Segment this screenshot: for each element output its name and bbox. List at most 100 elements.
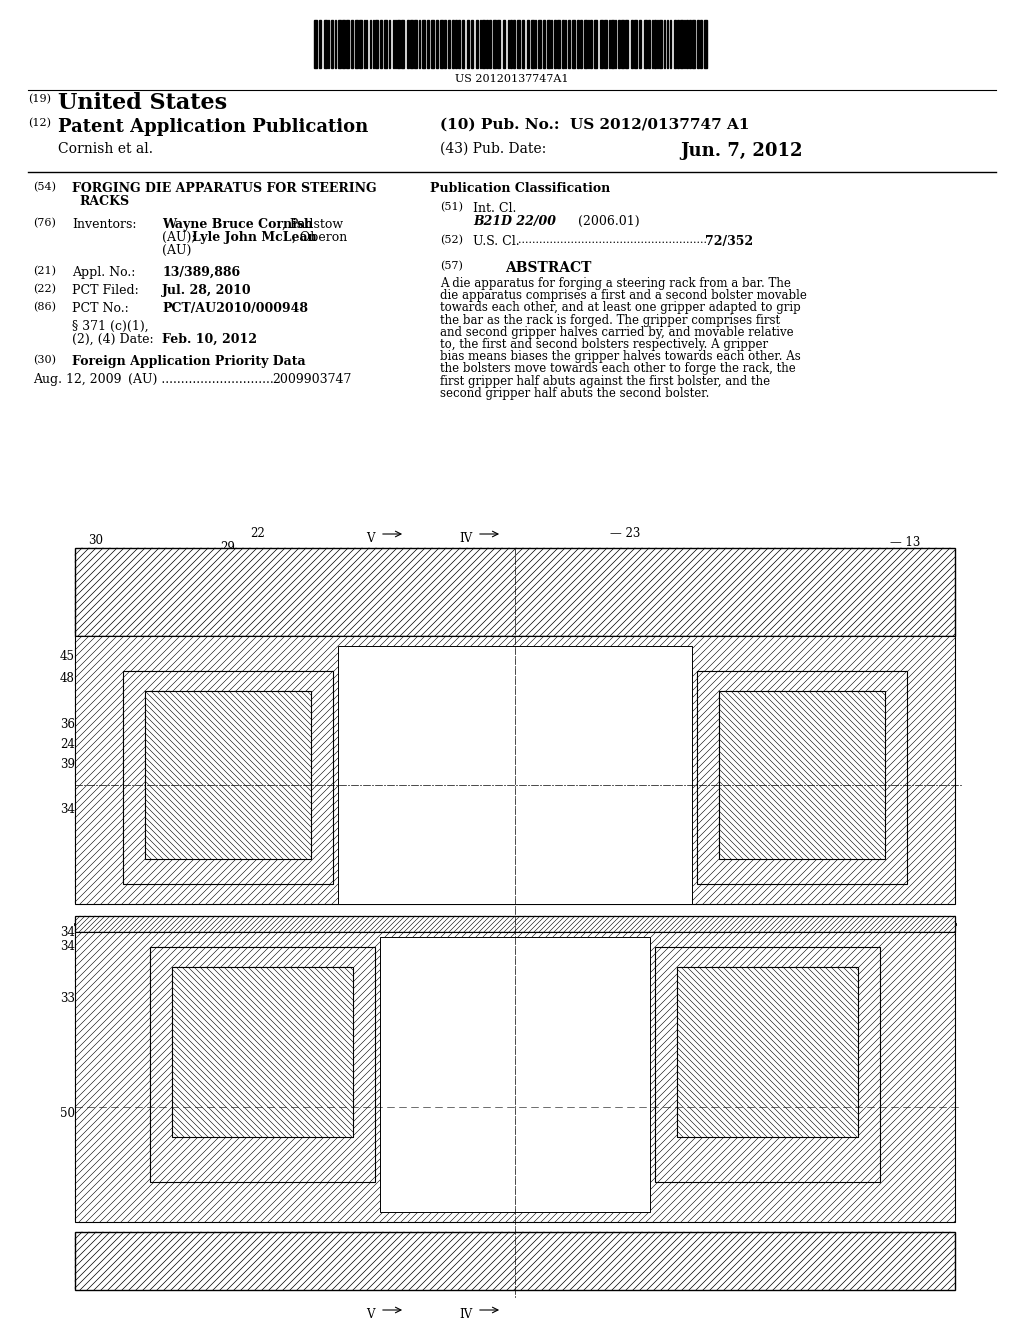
Text: (21): (21) xyxy=(33,267,56,276)
Text: 22: 22 xyxy=(250,527,265,540)
Text: the bolsters move towards each other to forge the rack, the: the bolsters move towards each other to … xyxy=(440,363,796,375)
Text: Int. Cl.: Int. Cl. xyxy=(473,202,516,215)
Bar xyxy=(342,20,345,69)
Bar xyxy=(692,20,694,69)
Bar xyxy=(401,20,404,69)
Text: 25b: 25b xyxy=(148,927,171,939)
Text: ......................................................: ........................................… xyxy=(518,235,707,246)
Text: US 20120137747A1: US 20120137747A1 xyxy=(456,74,568,84)
Bar xyxy=(674,20,676,69)
Text: 10: 10 xyxy=(937,770,952,783)
Bar xyxy=(443,20,446,69)
Text: Jun. 7, 2012: Jun. 7, 2012 xyxy=(680,143,803,160)
Text: — 45: — 45 xyxy=(868,649,898,663)
Text: — 39: — 39 xyxy=(868,758,898,771)
Bar xyxy=(358,20,361,69)
Text: 25a: 25a xyxy=(720,927,741,939)
Bar xyxy=(145,690,311,859)
Text: (86): (86) xyxy=(33,302,56,313)
Text: — 11: — 11 xyxy=(882,605,912,618)
Bar xyxy=(700,20,702,69)
Text: (AU);: (AU); xyxy=(162,231,200,244)
Text: (2006.01): (2006.01) xyxy=(578,215,640,228)
Bar xyxy=(530,20,534,69)
Bar xyxy=(440,20,442,69)
Text: 27b: 27b xyxy=(330,935,352,946)
Text: VI: VI xyxy=(453,652,466,665)
Bar xyxy=(375,20,378,69)
Bar xyxy=(458,20,460,69)
Bar xyxy=(567,20,570,69)
Bar xyxy=(572,20,575,69)
Text: Wayne Bruce Cornish: Wayne Bruce Cornish xyxy=(162,218,313,231)
Bar xyxy=(338,20,341,69)
Bar xyxy=(75,548,955,636)
Text: — 6: — 6 xyxy=(895,927,918,939)
Text: , Padstow: , Padstow xyxy=(282,218,343,231)
Bar xyxy=(407,20,409,69)
Text: — 50: — 50 xyxy=(858,1107,889,1119)
Bar xyxy=(634,20,637,69)
Text: Aug. 12, 2009: Aug. 12, 2009 xyxy=(33,374,122,385)
Bar xyxy=(503,20,505,69)
Bar xyxy=(482,20,484,69)
Text: V: V xyxy=(366,532,375,545)
Text: first gripper half abuts against the first bolster, and the: first gripper half abuts against the fir… xyxy=(440,375,770,388)
Text: 45: 45 xyxy=(60,649,75,663)
Text: — 13: — 13 xyxy=(890,536,921,549)
Bar xyxy=(655,946,880,1181)
Bar xyxy=(659,20,662,69)
Text: Cornish et al.: Cornish et al. xyxy=(58,143,153,156)
Bar xyxy=(547,20,550,69)
Bar xyxy=(543,20,545,69)
Text: — 48: — 48 xyxy=(868,672,898,685)
Text: IV: IV xyxy=(459,532,472,545)
Text: (30): (30) xyxy=(33,355,56,366)
Bar xyxy=(470,20,473,69)
Bar xyxy=(355,20,357,69)
Bar xyxy=(172,968,353,1137)
Bar xyxy=(431,20,433,69)
Bar xyxy=(625,20,628,69)
Text: 17: 17 xyxy=(440,935,455,946)
Text: 20: 20 xyxy=(380,935,395,946)
Bar xyxy=(493,20,496,69)
Text: (52): (52) xyxy=(440,235,463,246)
Text: — 58: — 58 xyxy=(848,1251,879,1265)
Text: 34: 34 xyxy=(60,803,75,816)
Text: 14: 14 xyxy=(940,1259,954,1272)
Text: (57): (57) xyxy=(440,261,463,272)
Bar xyxy=(639,20,641,69)
Text: V: V xyxy=(366,1308,375,1320)
Bar xyxy=(590,20,592,69)
Bar xyxy=(75,916,955,932)
Text: — 36: — 36 xyxy=(868,718,898,731)
Bar xyxy=(486,20,487,69)
Text: A die apparatus for forging a steering rack from a bar. The: A die apparatus for forging a steering r… xyxy=(440,277,791,290)
Text: 31: 31 xyxy=(305,935,319,946)
Text: 39: 39 xyxy=(60,758,75,771)
Bar xyxy=(677,968,858,1137)
Text: § 371 (c)(1),: § 371 (c)(1), xyxy=(72,319,148,333)
Text: Foreign Application Priority Data: Foreign Application Priority Data xyxy=(72,355,305,368)
Bar xyxy=(310,18,710,70)
Bar xyxy=(643,20,646,69)
Text: (51): (51) xyxy=(440,202,463,213)
Text: (43) Pub. Date:: (43) Pub. Date: xyxy=(440,143,546,156)
Bar xyxy=(75,1232,955,1290)
Bar xyxy=(150,946,375,1181)
Text: 36: 36 xyxy=(60,718,75,731)
Bar xyxy=(697,671,907,884)
Text: and second gripper halves carried by, and movable relative: and second gripper halves carried by, an… xyxy=(440,326,794,339)
Bar xyxy=(618,20,620,69)
Bar xyxy=(697,20,699,69)
Text: — 14: — 14 xyxy=(888,1251,919,1265)
Text: FORGING DIE APPARATUS FOR STEERING: FORGING DIE APPARATUS FOR STEERING xyxy=(72,182,377,195)
Bar xyxy=(538,20,541,69)
Text: PCT No.:: PCT No.: xyxy=(72,302,129,315)
Text: 34: 34 xyxy=(60,940,75,953)
Bar xyxy=(447,20,450,69)
Bar xyxy=(380,20,382,69)
Text: Jul. 28, 2010: Jul. 28, 2010 xyxy=(162,284,252,297)
Text: (AU): (AU) xyxy=(162,244,191,257)
